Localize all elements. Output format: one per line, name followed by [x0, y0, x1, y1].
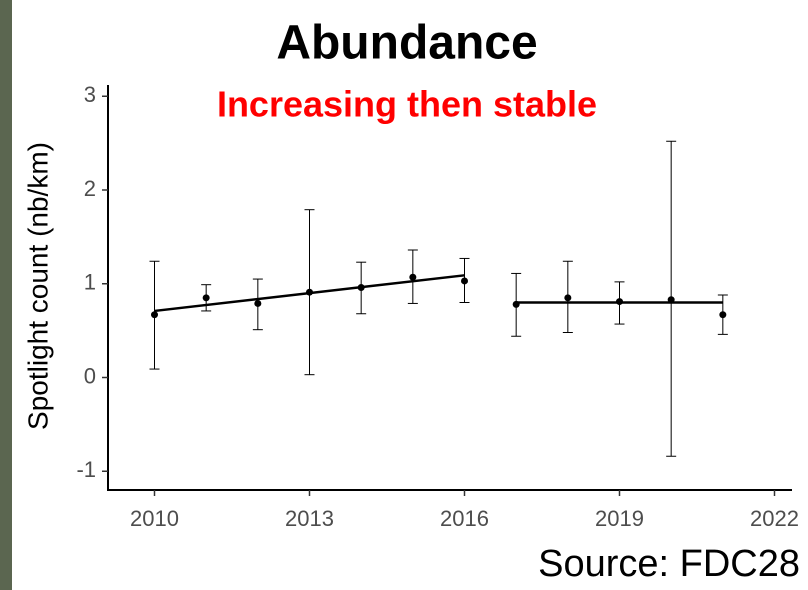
y-tick-label: 2	[84, 176, 96, 201]
x-tick-label: 2010	[130, 506, 179, 531]
x-tick-label: 2019	[595, 506, 644, 531]
point	[151, 311, 158, 318]
x-tick-label: 2022	[750, 506, 799, 531]
point	[358, 284, 365, 291]
y-tick-label: 3	[84, 82, 96, 107]
point	[564, 294, 571, 301]
y-tick-label: 1	[84, 270, 96, 295]
chart-subtitle: Increasing then stable	[217, 84, 597, 125]
chart: Abundance Increasing then stable Spotlig…	[0, 0, 808, 590]
y-axis-label: Spotlight count (nb/km)	[22, 142, 53, 430]
x-tick-label: 2013	[285, 506, 334, 531]
point	[461, 277, 468, 284]
point	[616, 298, 623, 305]
y-tick-label: -1	[76, 457, 96, 482]
point	[254, 300, 261, 307]
y-tick-label: 0	[84, 363, 96, 388]
x-tick-label: 2016	[440, 506, 489, 531]
point	[306, 289, 313, 296]
chart-title: Abundance	[276, 17, 537, 70]
point	[719, 311, 726, 318]
point	[668, 296, 675, 303]
point	[513, 301, 520, 308]
source: Source: FDC28	[538, 543, 800, 585]
point	[409, 274, 416, 281]
point	[203, 294, 210, 301]
